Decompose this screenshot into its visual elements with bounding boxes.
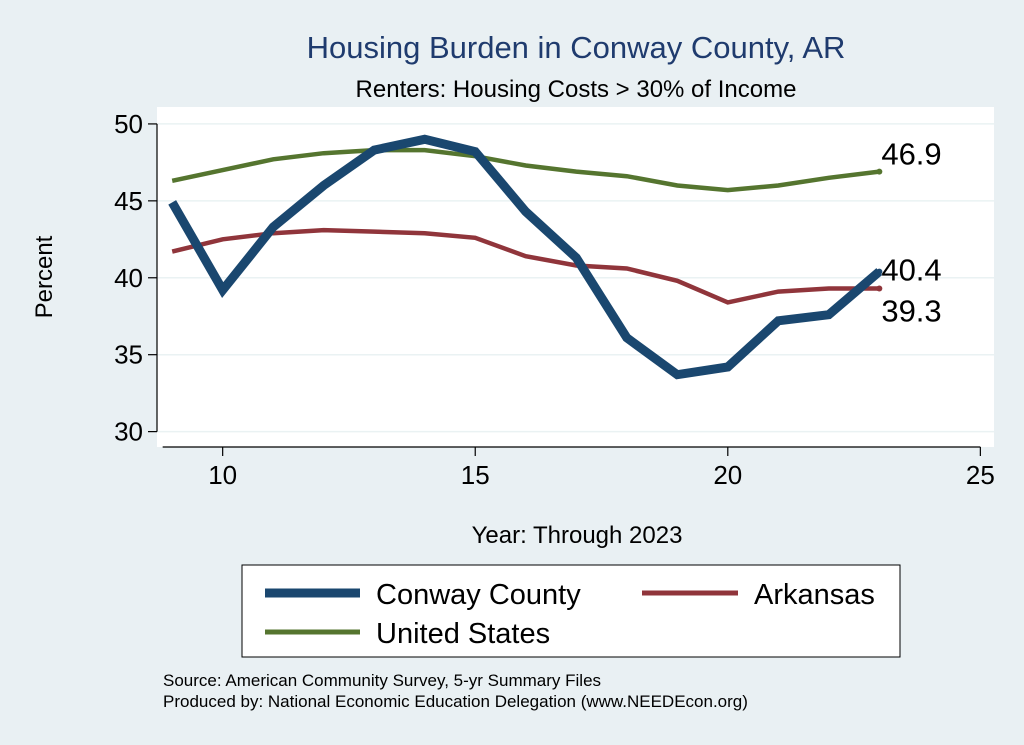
end-point-united-states: [876, 168, 883, 175]
y-tick-label-30: 30: [114, 417, 143, 447]
end-label-united-states: 46.9: [881, 137, 941, 172]
series-line-conway-county: [168, 134, 883, 380]
end-point-conway-county: [876, 268, 883, 275]
end-labels: 40.4 39.3 46.9: [881, 137, 941, 329]
y-tick-label-50: 50: [114, 109, 143, 139]
source-note: Source: American Community Survey, 5-yr …: [163, 671, 601, 690]
legend-box: [241, 564, 901, 658]
producer-note: Produced by: National Economic Education…: [163, 692, 748, 711]
legend: Conway County Arkansas United States: [241, 564, 901, 658]
legend-label-us: United States: [376, 618, 550, 650]
y-tick-label-40: 40: [114, 263, 143, 293]
chart-title: Housing Burden in Conway County, AR: [307, 30, 846, 65]
series-line-united-states: [171, 147, 880, 193]
y-tick-label-45: 45: [114, 186, 143, 216]
x-tick-label-25: 25: [966, 460, 995, 490]
x-tick-label-20: 20: [713, 460, 742, 490]
chart-subtitle: Renters: Housing Costs > 30% of Income: [356, 76, 797, 103]
gridlines: [157, 123, 994, 433]
legend-label-conway: Conway County: [376, 579, 581, 611]
end-point-arkansas: [876, 285, 883, 292]
x-axis-title: Year: Through 2023: [472, 522, 683, 549]
x-tick-label-15: 15: [461, 460, 490, 490]
x-tick-label-10: 10: [208, 460, 237, 490]
y-axis-title: Percent: [31, 235, 58, 318]
legend-label-arkansas: Arkansas: [754, 579, 875, 611]
axes: 30 35 40 45 50 10 15 20 25: [114, 109, 995, 490]
series-line-arkansas: [171, 227, 880, 305]
end-label-arkansas: 39.3: [881, 294, 941, 329]
end-label-conway-county: 40.4: [881, 253, 941, 288]
plot-area: [157, 107, 994, 447]
series-lines: [168, 134, 883, 380]
y-tick-label-35: 35: [114, 340, 143, 370]
